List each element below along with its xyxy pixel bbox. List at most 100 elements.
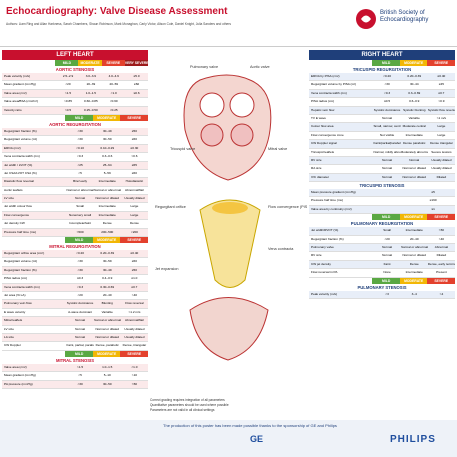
grade-header: MILD MODERATE SEVERE [309, 277, 455, 284]
cell: Intermediate [405, 132, 423, 137]
row-label: EROA by PISA (cm²) [311, 74, 340, 78]
cell: <30 [384, 82, 390, 87]
cell: 30–49 [102, 267, 112, 272]
cell: <0.3 [77, 284, 84, 289]
row: Vena contracta width (cm) <0.3 0.30–0.69 ≥0… [2, 283, 148, 292]
cell: Abnormal [434, 245, 449, 250]
row: Colour flow area Small, narrow, central Mo… [309, 123, 455, 132]
grade-header: MILD MODERATE SEVERE [2, 350, 148, 357]
cell: Blunting [101, 301, 113, 306]
diagram-label: Vena contracta [268, 247, 294, 251]
cell: 25–64 [102, 162, 112, 167]
row-label: Pulmonary valve [311, 245, 334, 250]
row-label: RV size [311, 157, 322, 162]
cell: Usually dilated [124, 334, 145, 339]
cell: 0.20–0.39 [100, 251, 115, 256]
cell: Incomplete/faint [69, 221, 91, 226]
row: Regurgitant orifice area (cm²) <0.20 0.20–… [2, 250, 148, 259]
row-label: RV size [311, 253, 322, 258]
cell: Variable [408, 115, 420, 120]
cell: Normal or dilated [402, 166, 427, 171]
cell: ≥45 [438, 82, 444, 87]
row-label: Jet width colour flow [4, 204, 32, 209]
row-label: Jet CSA/LVOT CSA (%) [4, 170, 37, 175]
row: LV size Normal Normal or dilated Usually di… [2, 325, 148, 334]
cell: Present [436, 270, 447, 275]
cell: Abnormal/flail [125, 318, 144, 323]
cell: 40–59 [109, 82, 119, 87]
cell: <20 [77, 292, 83, 297]
grade: MODERATE [399, 214, 428, 221]
row: EROA (cm²) <0.10 0.10–0.29 ≥0.30 [2, 144, 148, 154]
diagram-label: Tricuspid valve [170, 147, 195, 151]
cell: >10 [131, 373, 138, 378]
cell: Large [130, 204, 139, 209]
cell: 1.0–1.5 [102, 364, 113, 369]
cell: 20–40 [102, 292, 112, 297]
cell: ≥5 [431, 190, 435, 195]
cell: <1.0 [131, 364, 138, 369]
cell: 3.0–3.9 [85, 74, 97, 78]
cell: Dilated [436, 253, 447, 258]
row: Flow convergence zone Not visible Intermed… [309, 131, 455, 141]
cell: ≤0.6 [133, 90, 140, 95]
footnote: Correct grading requires integration of … [150, 398, 225, 402]
cell: ≥50 [131, 267, 137, 272]
section-title: TRICUSPID REGURGITATION [352, 67, 412, 72]
cell: 0.30–0.69 [100, 284, 115, 289]
row: Valve area (cm²) >1.5 1.0–1.5 <1.0 ≤0.6 [2, 89, 148, 99]
grade: SEVERE [427, 214, 455, 221]
grade: MODERATE [92, 114, 121, 121]
sponsor-note: The production of this poster has been m… [163, 423, 337, 428]
row-label: Mean gradient (mmHg) [4, 373, 36, 378]
row-label: Valve area/BSA (cm²/m²) [4, 99, 38, 104]
cell: ≥50 [131, 128, 137, 133]
row: Pulmonary valve Normal Normal or abnormal A… [309, 244, 455, 253]
grade: MILD [65, 237, 93, 244]
cell: 5–10 [103, 373, 111, 378]
cell: >0.85 [64, 99, 72, 104]
row: Mean gradient (mmHg) <20 20–39 40–59 ≥60 [2, 81, 148, 90]
row-label: PISA radius (cm) [4, 276, 28, 281]
cell: <0.3 [77, 154, 84, 159]
cell: ≥65 [131, 162, 137, 167]
row-label: Jet area (% LA) [4, 292, 26, 297]
sponsor-philips: PHILIPS [390, 434, 436, 445]
cell: Intermediate [405, 270, 423, 275]
section-title: AORTIC STENOSIS [55, 67, 95, 72]
cell: >1 m/s [436, 115, 447, 120]
cell: <0.10 [76, 145, 84, 150]
row-label: Jet width / LVOT (%) [4, 162, 33, 167]
row: CW Doppler signal Faint/partial/parabolic… [309, 140, 455, 149]
row-label: Diastolic flow reversal [4, 179, 34, 184]
row-label: Flow reversal in PA [311, 270, 338, 275]
grade: MILD [372, 60, 400, 66]
cell: Normal [382, 115, 393, 120]
row-label: Regurgitant volume (ml) [4, 137, 38, 142]
cell: Moderate central [402, 124, 426, 129]
cell: >500 [76, 229, 84, 234]
row: PA pressure (mmHg) <30 30–50 >50 [2, 380, 148, 389]
grade: MODERATE [92, 237, 121, 244]
spacer [2, 60, 55, 66]
cell: Dense triangular [430, 141, 453, 146]
row-label: PISA radius (cm) [311, 99, 335, 104]
row: Valve area/BSA (cm²/m²) >0.85 0.60–0.85 <0.… [2, 98, 148, 107]
row-label: Regurgitant fraction (%) [311, 236, 344, 241]
row-label: LA size [4, 334, 14, 339]
cell: Normal [409, 157, 420, 162]
cell: Intermediate [405, 228, 423, 233]
cell: Normal or dilated [95, 196, 120, 201]
grade: SEVERE [101, 60, 125, 66]
row: Diastolic flow reversal Brief early Interm… [2, 178, 148, 187]
cell: Intermediate [98, 204, 116, 209]
row: Flow reversal in PA None Intermediate Prese… [309, 269, 455, 278]
row: Peak velocity (m/s) <3 3–4 >4 [309, 290, 455, 299]
cell: 0.3–0.6 [102, 154, 113, 159]
row: Regurgitant volume (ml) <30 30–59 ≥60 [2, 136, 148, 145]
grade: SEVERE [120, 114, 148, 121]
row-label: PA pressure (mmHg) [4, 381, 33, 386]
cell: Dense, triangular [122, 343, 147, 348]
